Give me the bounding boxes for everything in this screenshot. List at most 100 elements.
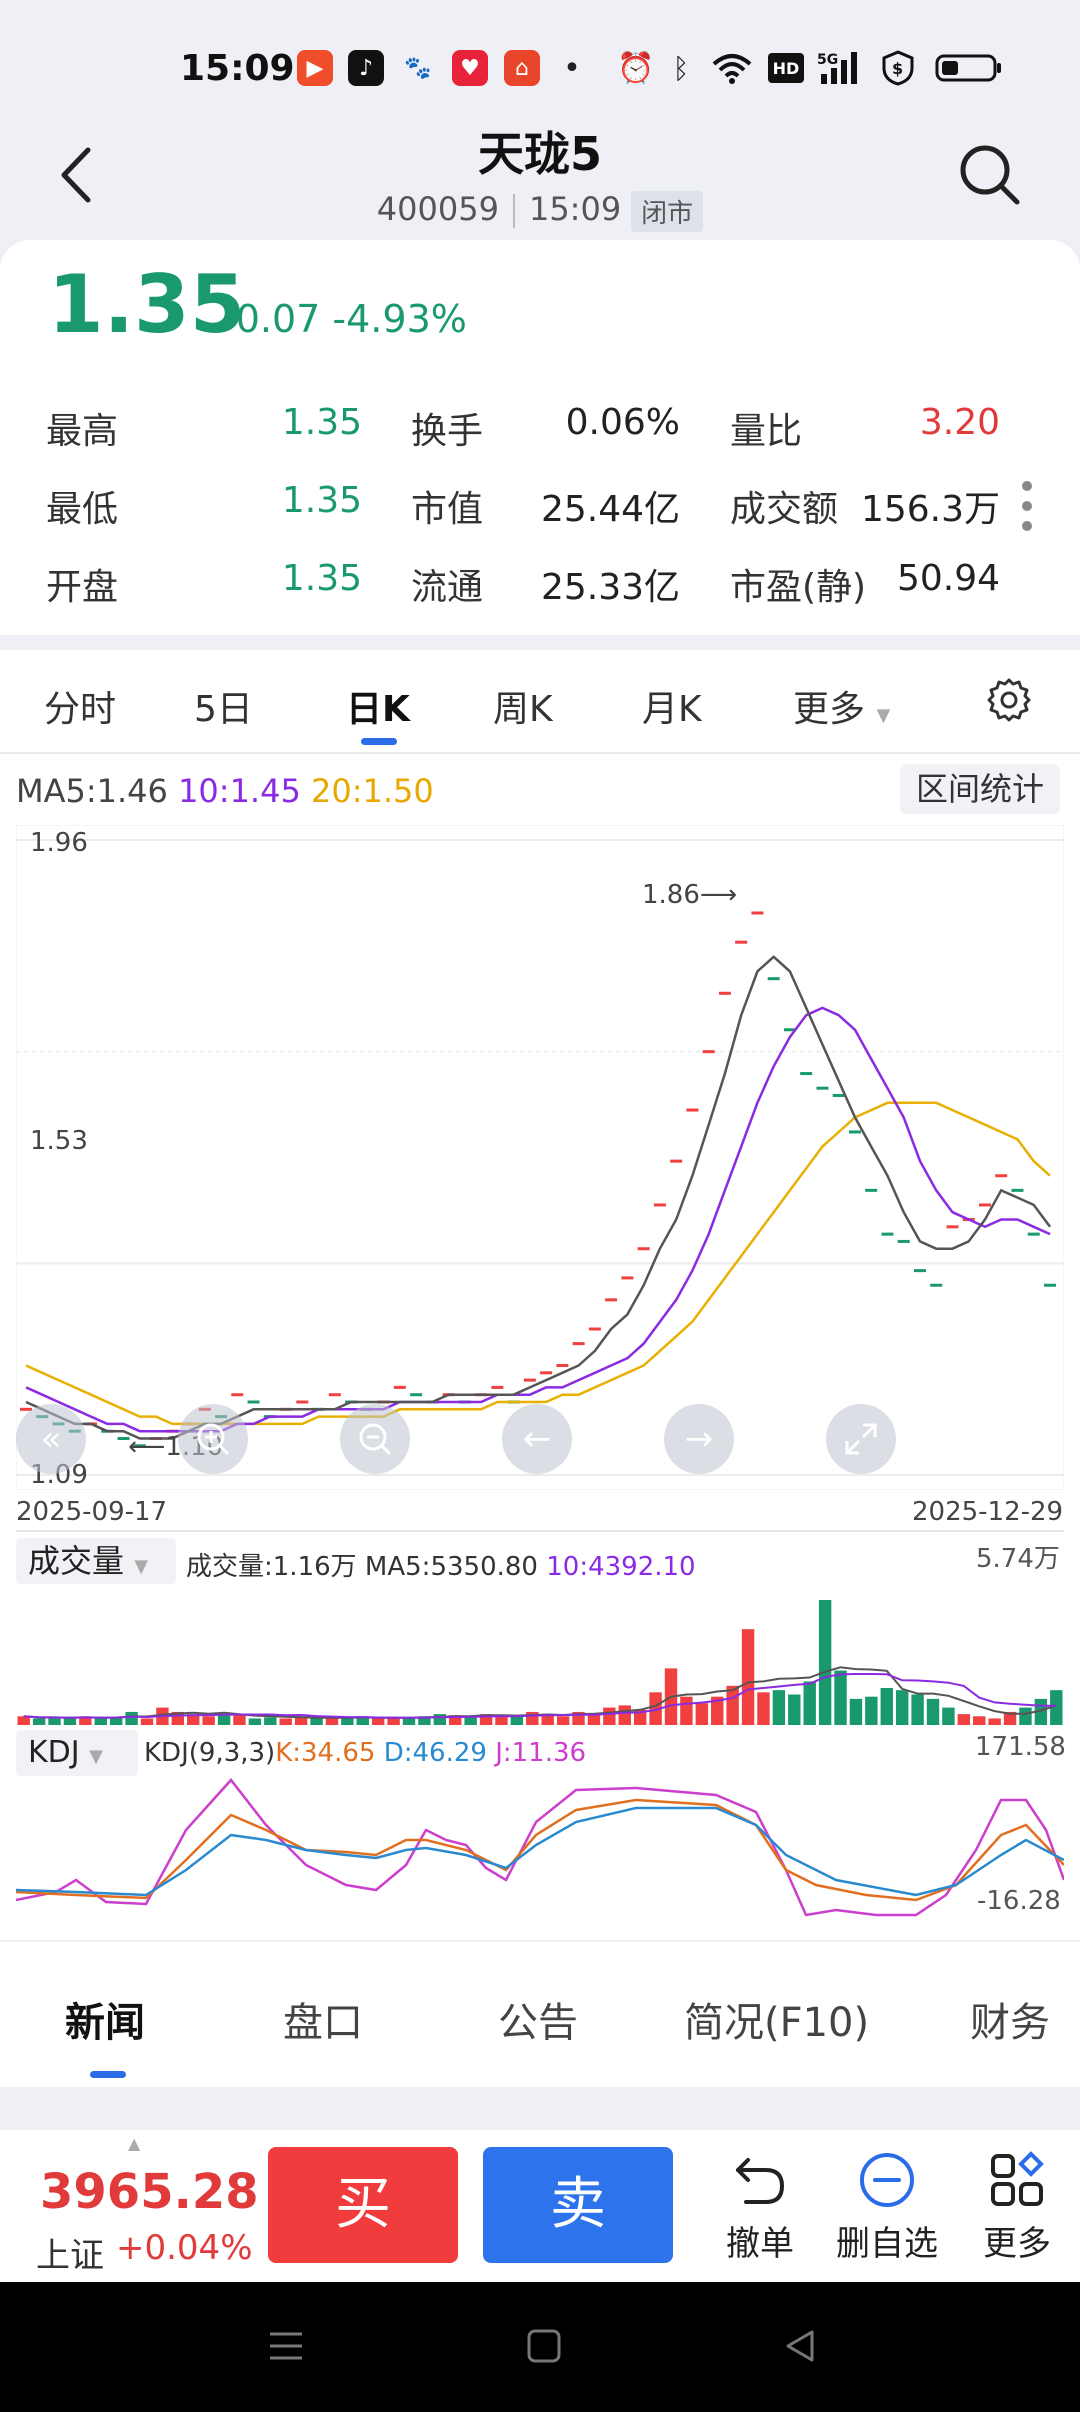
zoom-out-button[interactable] [340,1404,410,1474]
video-app-icon: ▶ [297,50,333,86]
quote-time: 15:09 [528,190,622,228]
volume-bar [310,1718,323,1725]
candle [881,1232,894,1236]
tab-financials[interactable]: 财务 [970,2000,1050,2046]
tab-daily-k[interactable]: 日K [346,689,410,730]
volume-bar [957,1714,971,1725]
volume-label: 成交量 [28,1542,125,1580]
ma10-line [25,1006,1051,1433]
volume-bar [510,1716,524,1725]
search-icon[interactable] [955,140,1025,210]
volume-bar [541,1714,554,1725]
candle [735,940,748,944]
kdj-d-line [16,1806,1064,1897]
volume-indicator-select[interactable]: 成交量 ▼ [16,1538,176,1584]
menu-nav-icon[interactable] [266,2326,306,2370]
cancel-order-button[interactable]: 撤单 [700,2150,820,2265]
volume-bar [649,1692,662,1725]
candle [621,1276,634,1280]
volume-ma5: MA5:5350.80 [364,1552,538,1582]
volume-bar [788,1694,801,1725]
back-nav-icon[interactable] [780,2326,820,2370]
candle [1011,1188,1024,1192]
candle [410,1393,423,1397]
volume-bar [926,1698,940,1725]
more-dots-icon[interactable] [1020,478,1034,534]
volume-bar [264,1717,277,1725]
candle [913,1269,926,1273]
volume-bar [834,1670,847,1725]
stat-label: 换手 [411,411,484,452]
volume-bar [495,1716,508,1725]
volume-bar [418,1716,431,1725]
stat-label: 市盈(静) [730,567,867,608]
zoom-in-icon [197,1423,230,1456]
tab-weekly-k[interactable]: 周K [493,689,553,730]
remove-watchlist-button[interactable]: 删自选 [827,2150,947,2265]
cancel-order-label: 撤单 [726,2224,794,2264]
pan-left-button[interactable]: ← [502,1404,572,1474]
candle [832,1093,845,1097]
fullscreen-button[interactable] [826,1404,896,1474]
more-button[interactable]: 更多 [957,2150,1077,2265]
kdj-chart[interactable] [16,1770,1064,1918]
baidu-icon: 🐾 [404,55,432,81]
chart-section [0,650,1080,1940]
volume-bar [371,1718,385,1725]
home-nav-icon[interactable] [524,2326,564,2370]
back-icon[interactable] [50,140,110,210]
settings-icon[interactable] [985,676,1033,724]
candle [20,1407,32,1411]
candlestick-chart[interactable] [16,825,1064,1490]
volume-bar [48,1717,61,1725]
tiktok-icon: ♪ [348,50,384,86]
dot-icon: • [563,50,581,86]
candle [930,1283,943,1287]
candle [296,1400,309,1404]
candle [718,991,731,995]
volume-bar [94,1718,107,1725]
tab-announcements[interactable]: 公告 [498,2000,578,2046]
range-stats-button[interactable]: 区间统计 [900,764,1060,814]
tab-more[interactable]: 更多 ▼ [793,680,890,732]
tab-profile-f10[interactable]: 简况(F10) [684,2000,870,2046]
volume-bar [973,1716,986,1725]
signal-5g-icon: 5G [816,50,864,86]
tab-5day[interactable]: 5日 [194,689,253,730]
shield-icon: $ [880,50,916,86]
index-value[interactable]: 3965.28 [40,2164,259,2220]
buy-button[interactable]: 买 [268,2147,458,2263]
pan-right-button[interactable]: → [664,1404,734,1474]
volume-max-label: 5.74万 [976,1544,1060,1574]
volume-bar [202,1716,215,1725]
tab-news[interactable]: 新闻 [65,2000,145,2046]
scroll-start-button[interactable]: « [16,1404,86,1474]
sell-button[interactable]: 卖 [483,2147,673,2263]
x-start-label: 2025-09-17 [16,1497,168,1527]
alarm-icon: ⏰ [617,50,655,86]
tab-monthly-k[interactable]: 月K [642,689,702,730]
volume-bar [865,1696,878,1725]
candle [393,1385,406,1389]
x-end-label: 2025-12-29 [912,1497,1064,1527]
undo-icon [736,2158,785,2204]
volume-bar [294,1716,308,1725]
candle [637,1247,650,1251]
candle [523,1378,536,1382]
candle [686,1108,699,1112]
tab-more-label: 更多 [793,689,866,730]
candle [816,1086,829,1090]
index-name: 上证 [36,2236,104,2276]
y-mid-label: 1.53 [30,1126,88,1156]
volume-bar [1003,1711,1017,1725]
kdj-indicator-select[interactable]: KDJ ▼ [16,1730,138,1776]
stock-code: 400059 [376,190,499,228]
tab-intraday[interactable]: 分时 [44,689,117,730]
tab-order-book[interactable]: 盘口 [283,2000,363,2046]
bluetooth-icon: ᛒ [672,51,690,85]
volume-bar [556,1716,570,1725]
zoom-in-button[interactable] [178,1404,248,1474]
volume-chart[interactable] [16,1580,1064,1725]
volume-bar [849,1698,863,1725]
volume-legend: 成交量:1.16万 MA5:5350.80 10:4392.10 [186,1546,696,1583]
